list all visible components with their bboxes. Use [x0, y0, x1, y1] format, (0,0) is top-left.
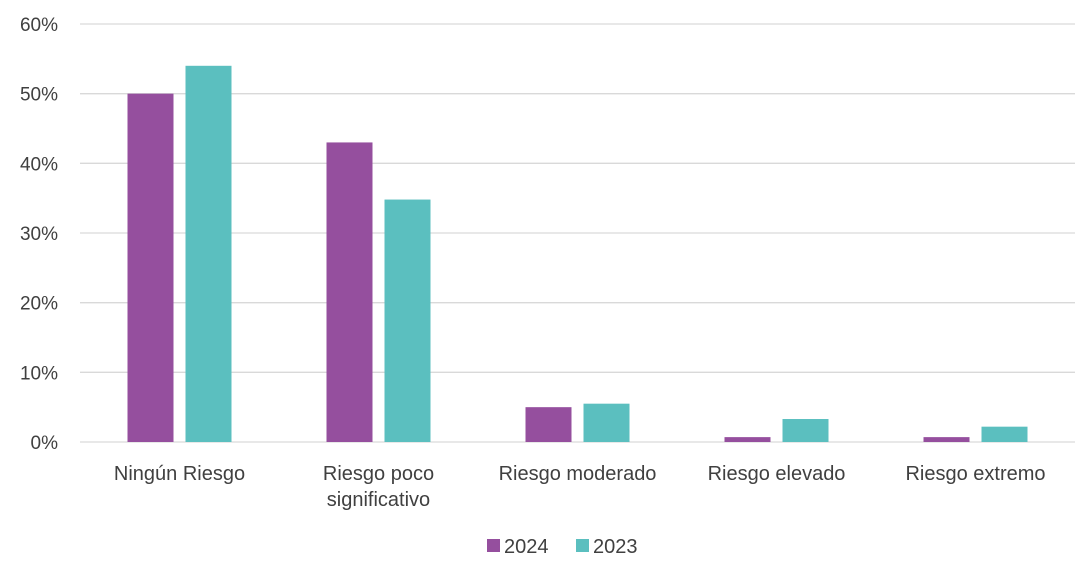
bar-2023-3: [583, 403, 630, 442]
legend-swatch-2024: [487, 539, 500, 552]
y-tick-label: 20%: [20, 294, 58, 315]
y-tick-label: 40%: [20, 154, 58, 175]
bar-2024-4: [724, 437, 771, 442]
bar-2024-3: [525, 407, 572, 442]
x-category-label: Riesgo elevado: [708, 463, 846, 485]
legend: 2024 2023: [487, 536, 638, 558]
bar-2024-1: [127, 93, 174, 443]
x-category-label: Ningún Riesgo: [114, 463, 245, 485]
bar-2024-5: [923, 437, 970, 442]
y-tick-label: 60%: [20, 15, 58, 36]
y-tick-label: 10%: [20, 363, 58, 384]
bar-2023-4: [782, 419, 829, 442]
bar-2023-5: [981, 426, 1028, 442]
legend-label-2024: 2024: [504, 536, 549, 558]
x-category-label: Riesgo extremo: [905, 463, 1045, 485]
legend-label-2023: 2023: [593, 536, 638, 558]
bars: [127, 65, 1028, 443]
bar-2023-2: [384, 199, 431, 442]
y-tick-label: 30%: [20, 224, 58, 245]
x-category-label: Riesgo moderado: [499, 463, 657, 485]
bar-2023-1: [185, 65, 232, 443]
x-axis: Ningún Riesgo Riesgo poco significativo Rie…: [114, 463, 1046, 511]
y-tick-label: 0%: [31, 433, 59, 454]
y-tick-label: 50%: [20, 85, 58, 106]
bar-2024-2: [326, 142, 373, 442]
gridlines: [80, 23, 1075, 443]
legend-swatch-2023: [576, 539, 589, 552]
y-axis: 0% 10% 20% 30% 40% 50% 60%: [20, 15, 58, 454]
x-category-label: Riesgo poco significativo: [323, 463, 434, 511]
